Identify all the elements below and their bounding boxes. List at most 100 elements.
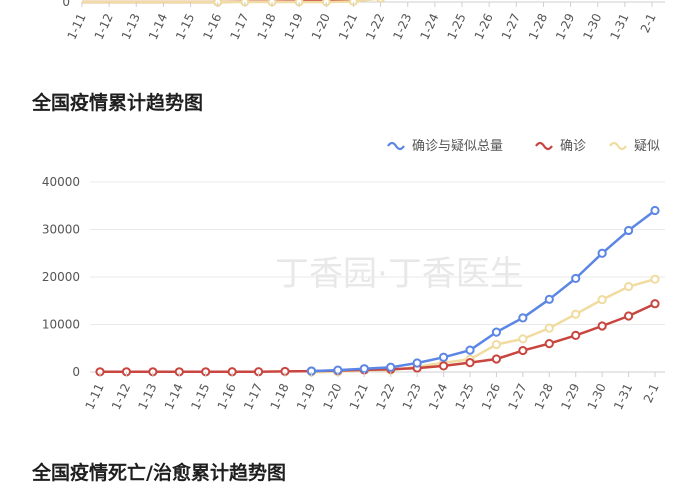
y-tick-label: 0	[72, 365, 80, 379]
data-point[interactable]	[518, 334, 528, 344]
top-x-tick-label: 1-24	[417, 11, 441, 42]
x-tick-label: 1-17	[241, 381, 265, 412]
data-point[interactable]	[597, 295, 607, 305]
x-tick-label: 1-19	[294, 381, 318, 412]
x-tick-label: 1-26	[479, 381, 503, 412]
x-tick-label: 1-18	[268, 381, 292, 412]
y-tick-label: 20000	[42, 270, 80, 284]
y-tick-label: 30000	[42, 223, 80, 237]
data-point[interactable]	[650, 299, 660, 309]
data-point[interactable]	[518, 313, 528, 323]
x-tick-label: 1-14	[162, 381, 186, 412]
data-point[interactable]	[571, 273, 581, 284]
data-point[interactable]	[438, 361, 449, 371]
top-x-tick-label: 1-15	[173, 11, 197, 42]
top-x-tick-label: 1-29	[553, 11, 577, 42]
top-series-line	[82, 0, 378, 4]
cumulative-trend-chart: 确诊与疑似总量 确诊 疑似 丁香园·丁香医生 0 10000 20000 30000 400…	[42, 138, 665, 412]
data-point[interactable]	[597, 248, 607, 258]
series-0	[306, 205, 660, 376]
x-tick-label: 1-11	[83, 381, 107, 412]
top-x-tick-label: 1-30	[580, 11, 604, 42]
data-point[interactable]	[597, 321, 607, 331]
data-point[interactable]	[571, 309, 581, 319]
top-x-tick-label: 1-12	[92, 11, 116, 42]
x-tick-label: 1-31	[611, 381, 635, 412]
data-point[interactable]	[491, 339, 502, 350]
x-tick-label: 1-25	[453, 381, 477, 412]
data-point[interactable]	[650, 205, 660, 216]
chart-title: 全国疫情累计趋势图	[32, 92, 204, 114]
top-x-tick-label: 1-16	[200, 11, 224, 42]
top-series-1	[82, 0, 385, 7]
data-point[interactable]	[465, 345, 475, 355]
data-point[interactable]	[544, 294, 554, 304]
top-x-tick-label: 1-31	[607, 11, 631, 42]
data-point[interactable]	[544, 323, 554, 333]
data-point[interactable]	[412, 358, 422, 368]
chart-legend: 确诊与疑似总量 确诊 疑似	[387, 138, 660, 154]
data-point[interactable]	[491, 354, 502, 364]
top-y-tick-label: 0	[62, 0, 70, 9]
data-point[interactable]	[518, 345, 528, 356]
x-tick-label: 2-1	[641, 381, 662, 405]
x-tick-label: 1-29	[558, 381, 582, 412]
legend-label: 确诊	[560, 139, 586, 154]
top-x-tick-label: 2-1	[638, 11, 659, 35]
legend-swatch	[535, 141, 553, 151]
y-tick-label: 40000	[42, 175, 80, 189]
legend-item-2[interactable]: 疑似	[609, 138, 660, 154]
section-title-death-recovery: 全国疫情死亡/治愈累计趋势图	[32, 462, 286, 484]
data-point[interactable]	[623, 281, 634, 292]
top-x-tick-label: 1-25	[445, 11, 469, 42]
top-x-tick-label: 1-17	[227, 11, 251, 42]
svg-text:丁香园·丁香医生: 丁香园·丁香医生	[275, 254, 524, 294]
top-data-point[interactable]	[376, 0, 385, 3]
x-tick-label: 1-24	[426, 381, 450, 412]
data-point[interactable]	[359, 364, 369, 374]
watermark: 丁香园·丁香医生	[275, 254, 524, 294]
top-x-tick-label: 1-14	[146, 11, 170, 42]
top-x-tick-label: 1-26	[472, 11, 496, 42]
top-x-tick-label: 1-27	[499, 11, 523, 42]
legend-swatch	[387, 141, 405, 151]
series-line	[100, 302, 656, 374]
x-tick-label: 1-22	[373, 381, 397, 412]
top-x-tick-label: 1-13	[119, 11, 143, 42]
data-point[interactable]	[491, 327, 502, 337]
x-tick-label: 1-27	[505, 381, 529, 412]
top-x-tick-label: 1-18	[255, 11, 279, 42]
x-tick-label: 1-12	[109, 381, 133, 412]
legend-item-1[interactable]: 确诊	[535, 139, 586, 154]
x-tick-label: 1-28	[532, 381, 556, 412]
x-tick-label: 1-13	[135, 381, 159, 412]
top-chart-fragment: 0 1-11 1-12 1-13 1-14 1-15 1-16 1-17 1-18 1-19 1-…	[62, 0, 665, 42]
x-axis: 1-11 1-12 1-13 1-14 1-15 1-16 1-17 1-18 1-19 1-20…	[83, 372, 662, 412]
x-tick-label: 1-20	[320, 381, 344, 412]
gridlines	[90, 181, 665, 373]
y-tick-label: 10000	[42, 318, 80, 332]
data-point[interactable]	[438, 352, 449, 362]
x-tick-label: 1-16	[215, 381, 239, 412]
data-point[interactable]	[623, 311, 634, 321]
data-point[interactable]	[386, 362, 396, 372]
data-point[interactable]	[544, 339, 554, 349]
legend-swatch	[609, 141, 627, 151]
legend-label: 疑似	[634, 138, 660, 154]
data-point[interactable]	[571, 330, 581, 340]
top-x-tick-label: 1-28	[526, 11, 550, 42]
x-tick-label: 1-23	[400, 381, 424, 412]
x-tick-label: 1-30	[585, 381, 609, 412]
top-x-tick-label: 1-20	[309, 11, 333, 42]
top-x-tick-label: 1-21	[336, 11, 360, 42]
data-point[interactable]	[465, 358, 475, 368]
legend-label: 确诊与疑似总量	[412, 138, 503, 154]
top-x-tick-label: 1-11	[65, 11, 89, 42]
data-point[interactable]	[650, 274, 660, 284]
data-point[interactable]	[623, 225, 634, 236]
x-tick-label: 1-21	[347, 381, 371, 412]
x-tick-label: 1-15	[188, 381, 212, 412]
top-x-tick-label: 1-19	[282, 11, 306, 42]
legend-item-0[interactable]: 确诊与疑似总量	[387, 138, 503, 154]
top-x-tick-label: 1-23	[390, 11, 414, 42]
